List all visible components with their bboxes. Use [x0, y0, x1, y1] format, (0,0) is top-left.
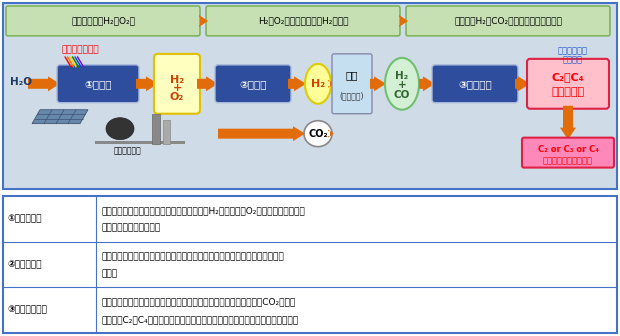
Text: およびモジュールの開発: およびモジュールの開発 [102, 224, 161, 233]
Polygon shape [197, 76, 218, 91]
Text: 発生した水素と酸素の混合気体から水素を分離する分離膜およびモジュール: 発生した水素と酸素の混合気体から水素を分離する分離膜およびモジュール [102, 252, 285, 261]
Polygon shape [419, 76, 435, 91]
Polygon shape [218, 126, 305, 141]
FancyBboxPatch shape [332, 54, 372, 114]
Polygon shape [136, 76, 158, 91]
Text: CO₂: CO₂ [308, 129, 328, 139]
Text: 改質: 改質 [346, 71, 358, 80]
FancyBboxPatch shape [57, 65, 139, 103]
Text: 発電所、工場: 発電所、工場 [114, 146, 142, 155]
FancyBboxPatch shape [527, 59, 609, 109]
Polygon shape [515, 76, 530, 91]
Text: 料としてC₂～C₄オレフィンを目的別に合成する触媒およびプロセス技術の開発: 料としてC₂～C₄オレフィンを目的別に合成する触媒およびプロセス技術の開発 [102, 315, 299, 324]
FancyBboxPatch shape [3, 3, 617, 188]
Ellipse shape [106, 118, 134, 140]
Text: H₂とO₂の混合ガスからH₂を分離: H₂とO₂の混合ガスからH₂を分離 [258, 16, 348, 26]
Polygon shape [28, 76, 60, 91]
Text: H₂: H₂ [396, 71, 409, 81]
Polygon shape [95, 141, 185, 144]
Text: 分離したH₂とCO₂からオレフィンを製造: 分離したH₂とCO₂からオレフィンを製造 [454, 16, 562, 26]
Text: 太陽光エネルギーを利用した水分解で水素（H₂）と酸素（O₂）を製造する光触媒: 太陽光エネルギーを利用した水分解で水素（H₂）と酸素（O₂）を製造する光触媒 [102, 206, 306, 215]
Polygon shape [560, 106, 576, 140]
FancyBboxPatch shape [406, 6, 610, 36]
Text: ③合成触媒開発: ③合成触媒開発 [7, 306, 47, 315]
Text: O₂: O₂ [170, 92, 184, 102]
Text: 目的別オレフィン製造: 目的別オレフィン製造 [543, 156, 593, 165]
Text: ②分離膜開発: ②分離膜開発 [7, 260, 42, 269]
FancyBboxPatch shape [215, 65, 291, 103]
Text: H₂: H₂ [170, 75, 184, 85]
Text: H₂O: H₂O [10, 77, 32, 87]
Text: プラスチック: プラスチック [558, 46, 588, 55]
Text: C₂ or C₃ or C₄: C₂ or C₃ or C₄ [538, 145, 598, 154]
Bar [152, 114, 160, 144]
Text: (既存技術): (既存技術) [340, 92, 365, 100]
Polygon shape [370, 76, 386, 91]
Text: C₂～C₄: C₂～C₄ [552, 72, 584, 82]
Text: CO: CO [394, 90, 410, 100]
Text: ②分離膜: ②分離膜 [239, 79, 267, 89]
Text: H₂: H₂ [311, 79, 325, 89]
Text: 等の原料: 等の原料 [563, 55, 583, 65]
Polygon shape [328, 130, 334, 138]
Bar [163, 120, 170, 144]
Text: +: + [397, 80, 406, 90]
FancyBboxPatch shape [206, 6, 400, 36]
Text: 水から製造する水素と発電所や工場などから排出する二酸化炭素（CO₂）を原: 水から製造する水素と発電所や工場などから排出する二酸化炭素（CO₂）を原 [102, 298, 296, 307]
Text: 太陽エネルギー: 太陽エネルギー [62, 45, 100, 54]
Polygon shape [32, 110, 88, 124]
Text: ①光触媒: ①光触媒 [84, 79, 112, 89]
Text: 水を分解してH₂とO₂に: 水を分解してH₂とO₂に [71, 16, 135, 26]
Polygon shape [288, 76, 306, 91]
Text: +: + [172, 83, 182, 93]
FancyBboxPatch shape [154, 54, 200, 114]
FancyBboxPatch shape [6, 6, 200, 36]
Text: ①光触媒開発: ①光触媒開発 [7, 214, 42, 223]
FancyBboxPatch shape [432, 65, 518, 103]
Polygon shape [328, 80, 334, 88]
Text: の開発: の開発 [102, 269, 118, 278]
Text: ③合成触媒: ③合成触媒 [458, 79, 492, 89]
Ellipse shape [304, 121, 332, 146]
Ellipse shape [305, 64, 331, 104]
FancyBboxPatch shape [522, 138, 614, 168]
Polygon shape [199, 15, 208, 27]
Ellipse shape [385, 58, 419, 110]
Text: オレフィン: オレフィン [551, 87, 585, 97]
Polygon shape [399, 15, 408, 27]
